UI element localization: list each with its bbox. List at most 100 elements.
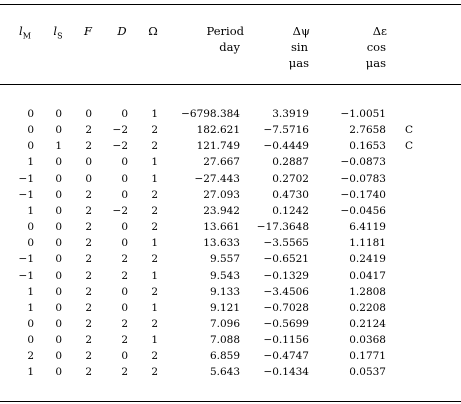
cell-deps: 2.7658 <box>349 124 386 137</box>
cell-F: 2 <box>85 285 92 298</box>
cell-flag: C <box>405 124 414 137</box>
cell-lM: 2 <box>27 350 34 363</box>
cell-dpsi: −3.5565 <box>263 237 309 250</box>
cell-lS: 0 <box>55 350 62 363</box>
cell-period: 7.088 <box>209 334 240 347</box>
cell-F: 2 <box>85 253 92 266</box>
cell-lS: 0 <box>55 124 62 137</box>
cell-dpsi: −0.6521 <box>263 253 309 266</box>
cell-dpsi: −0.1434 <box>263 366 309 379</box>
cell-lM: −1 <box>18 253 34 266</box>
cell-dpsi: 0.2887 <box>272 156 309 169</box>
cell-dpsi: −0.5699 <box>263 317 309 330</box>
cell-lS: 0 <box>55 269 62 282</box>
cell-dpsi: −0.1329 <box>263 269 309 282</box>
cell-lM: 1 <box>27 156 34 169</box>
cell-D: 0 <box>121 237 128 250</box>
cell-dpsi: 0.1242 <box>272 204 309 217</box>
cell-deps: 0.0537 <box>349 366 386 379</box>
cell-lS: 0 <box>55 204 62 217</box>
cell-lM: −1 <box>18 172 34 185</box>
cell-period: 121.749 <box>196 140 240 153</box>
cell-period: 13.633 <box>203 237 240 250</box>
table-row: −1 0 0 0 1 −27.443 0.2702 −0.0783 <box>0 173 461 186</box>
header-deps-line1: Δε <box>372 24 387 38</box>
table-row: 1 0 2 −2 2 23.942 0.1242 −0.0456 <box>0 205 461 218</box>
table-row: 1 0 2 0 1 9.121 −0.7028 0.2208 <box>0 302 461 315</box>
cell-lM: 1 <box>27 301 34 314</box>
header-Omega: Ω <box>148 24 158 38</box>
cell-period: 9.133 <box>209 285 240 298</box>
cell-Omega: 2 <box>151 253 158 266</box>
cell-F: 2 <box>85 221 92 234</box>
cell-F: 2 <box>85 366 92 379</box>
cell-Omega: 2 <box>151 317 158 330</box>
cell-lM: 0 <box>27 237 34 250</box>
cell-period: 13.661 <box>203 221 240 234</box>
header-period-line2: day <box>219 40 240 54</box>
bottom-rule <box>0 401 461 402</box>
cell-lM: 0 <box>27 124 34 137</box>
cell-F: 2 <box>85 124 92 137</box>
cell-F: 0 <box>85 156 92 169</box>
cell-F: 2 <box>85 188 92 201</box>
cell-deps: 6.4119 <box>349 221 386 234</box>
cell-deps: 0.0417 <box>349 269 386 282</box>
cell-deps: 1.2808 <box>349 285 386 298</box>
cell-lS: 0 <box>55 188 62 201</box>
table-row: 1 0 2 2 2 5.643 −0.1434 0.0537 <box>0 366 461 379</box>
cell-period: 27.093 <box>203 188 240 201</box>
header-dpsi-line3: μas <box>288 56 309 70</box>
cell-deps: 0.1653 <box>349 140 386 153</box>
cell-Omega: 2 <box>151 140 158 153</box>
cell-Omega: 2 <box>151 204 158 217</box>
cell-F: 0 <box>85 172 92 185</box>
cell-lM: 1 <box>27 366 34 379</box>
cell-dpsi: −0.4747 <box>263 350 309 363</box>
cell-D: 0 <box>121 350 128 363</box>
cell-period: 6.859 <box>209 350 240 363</box>
cell-period: 9.557 <box>209 253 240 266</box>
cell-Omega: 1 <box>151 237 158 250</box>
table-row: 0 0 2 0 2 13.661 −17.3648 6.4119 <box>0 221 461 234</box>
cell-D: 0 <box>121 108 128 120</box>
cell-F: 0 <box>85 108 92 120</box>
table-row: 2 0 2 0 2 6.859 −0.4747 0.1771 <box>0 350 461 363</box>
table-row: 0 1 2 −2 2 121.749 −0.4449 0.1653 C <box>0 140 461 153</box>
cell-lM: 0 <box>27 108 34 120</box>
cell-F: 2 <box>85 317 92 330</box>
cell-lS: 0 <box>55 172 62 185</box>
cell-F: 2 <box>85 334 92 347</box>
cell-Omega: 1 <box>151 334 158 347</box>
cell-dpsi: 3.3919 <box>272 108 309 120</box>
header-dpsi-line1: Δψ <box>292 24 310 38</box>
top-rule <box>0 4 461 5</box>
cell-D: 0 <box>121 172 128 185</box>
table-row: −1 0 2 0 2 27.093 0.4730 −0.1740 <box>0 189 461 202</box>
cell-lM: 1 <box>27 285 34 298</box>
cell-period: 5.643 <box>209 366 240 379</box>
cell-dpsi: −0.7028 <box>263 301 309 314</box>
cell-period: 9.543 <box>209 269 240 282</box>
cell-F: 2 <box>85 204 92 217</box>
cell-F: 2 <box>85 140 92 153</box>
cell-deps: 0.2419 <box>349 253 386 266</box>
cell-D: 0 <box>121 188 128 201</box>
cell-period: 182.621 <box>196 124 240 137</box>
cell-period: 27.667 <box>203 156 240 169</box>
cell-D: 2 <box>121 366 128 379</box>
cell-dpsi: 0.2702 <box>272 172 309 185</box>
cell-lM: −1 <box>18 269 34 282</box>
cell-D: 0 <box>121 301 128 314</box>
table-row: 0 0 2 0 1 13.633 −3.5565 1.1181 <box>0 237 461 250</box>
cell-lS: 0 <box>55 366 62 379</box>
cell-Omega: 2 <box>151 366 158 379</box>
cell-D: −2 <box>112 124 128 137</box>
cell-Omega: 1 <box>151 172 158 185</box>
cell-dpsi: −17.3648 <box>256 221 309 234</box>
cell-lM: 0 <box>27 317 34 330</box>
cell-lS: 0 <box>55 301 62 314</box>
cell-deps: −0.0783 <box>340 172 386 185</box>
cell-deps: 0.2124 <box>349 317 386 330</box>
table-row: −1 0 2 2 2 9.557 −0.6521 0.2419 <box>0 253 461 266</box>
